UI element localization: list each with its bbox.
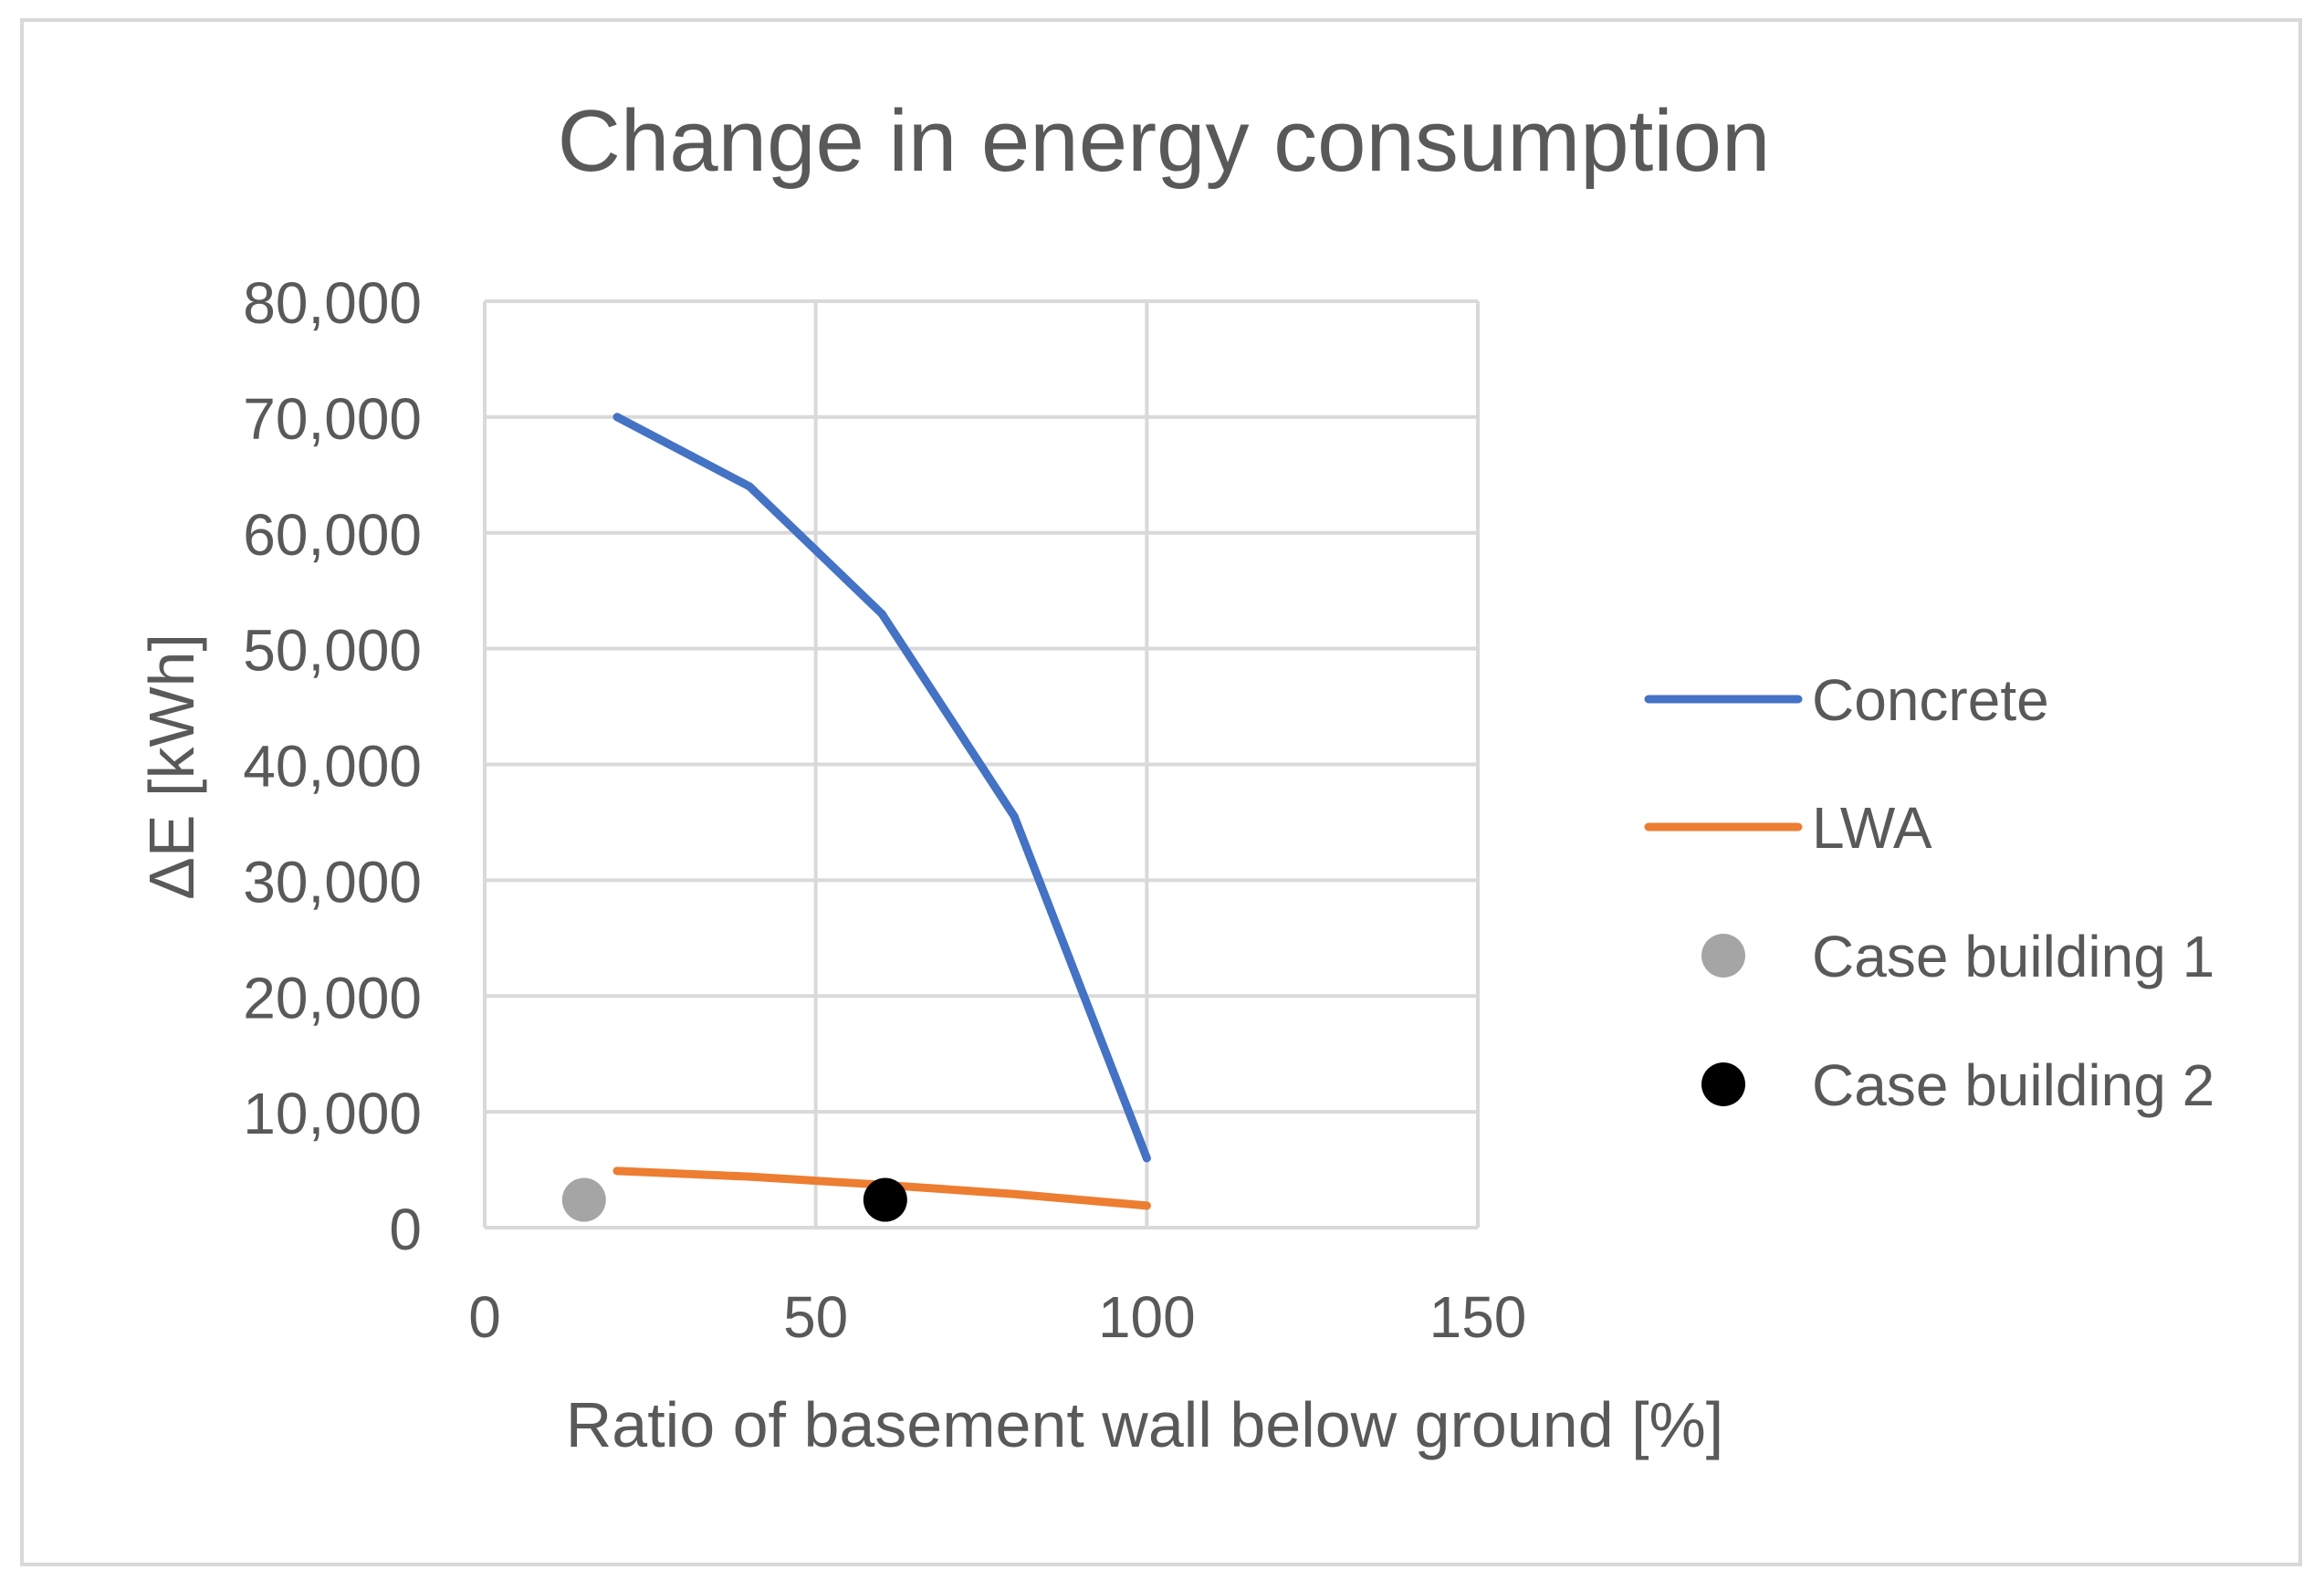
y-tick-label: 40,000 [243, 734, 422, 800]
series-concrete [612, 413, 1151, 1163]
y-tick-label: 10,000 [243, 1081, 422, 1146]
data-point [745, 482, 754, 491]
legend-item: Case building 2 [1701, 1052, 2214, 1118]
y-tick-label: 70,000 [243, 386, 422, 452]
x-tick-label: 0 [468, 1284, 501, 1350]
legend-label: Case building 2 [1812, 1052, 2214, 1118]
data-point [561, 1177, 606, 1222]
legend-item: Concrete [1644, 667, 2049, 733]
x-tick-label: 150 [1429, 1284, 1527, 1350]
x-axis-label: Ratio of basement wall below ground [%] [566, 1389, 1723, 1460]
series-case-building-2 [863, 1177, 907, 1222]
y-tick-label: 60,000 [243, 502, 422, 568]
data-point [745, 1172, 754, 1181]
series-layer [561, 413, 1151, 1222]
y-tick-label: 0 [389, 1197, 422, 1262]
y-tick-label: 20,000 [243, 965, 422, 1030]
data-point [1010, 812, 1019, 821]
legend-label: Concrete [1812, 667, 2049, 733]
tick-labels: 0 10,000 20,000 30,000 40,000 50,000 60,000 70,… [243, 270, 1526, 1350]
x-tick-label: 100 [1098, 1284, 1196, 1350]
legend: Concrete LWA Case building 1 Case building … [1644, 667, 2214, 1118]
x-tick-label: 50 [783, 1284, 848, 1350]
grid [483, 299, 1480, 1229]
data-point [1142, 1154, 1151, 1163]
legend-swatch-marker [1701, 934, 1745, 978]
data-point [863, 1177, 907, 1222]
legend-swatch-marker [1701, 1062, 1745, 1106]
y-tick-label: 50,000 [243, 618, 422, 684]
series-line [612, 413, 1151, 1163]
data-point [612, 413, 622, 422]
data-point [1142, 1201, 1151, 1210]
series-case-building-1 [561, 1177, 606, 1222]
data-point [612, 1166, 622, 1176]
legend-item: Case building 1 [1701, 924, 2214, 989]
chart-title: Change in energy consumption [558, 92, 1771, 190]
data-point [877, 610, 886, 619]
legend-label: LWA [1812, 795, 1932, 861]
y-tick-label: 30,000 [243, 849, 422, 915]
y-tick-label: 80,000 [243, 270, 422, 336]
y-axis-label: ΔE [kWh] [136, 633, 207, 900]
legend-item: LWA [1644, 795, 1932, 861]
legend-label: Case building 1 [1812, 924, 2214, 989]
data-point [1010, 1189, 1019, 1198]
chart-frame [20, 18, 2302, 1566]
